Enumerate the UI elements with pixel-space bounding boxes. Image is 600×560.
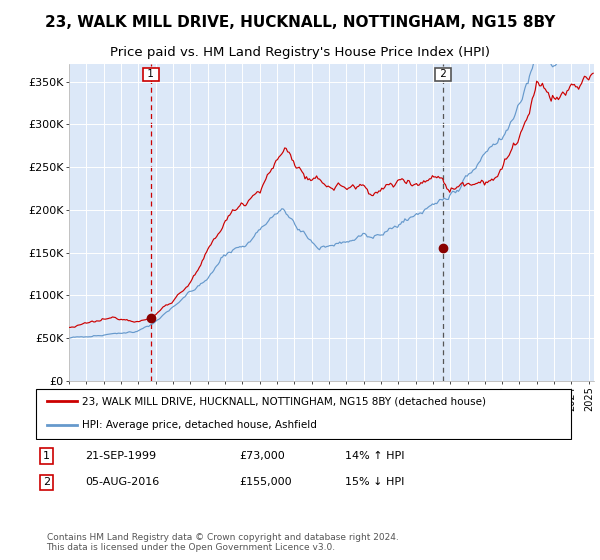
Text: 05-AUG-2016: 05-AUG-2016 xyxy=(85,478,160,487)
Text: Contains HM Land Registry data © Crown copyright and database right 2024.
This d: Contains HM Land Registry data © Crown c… xyxy=(47,533,398,552)
Text: 14% ↑ HPI: 14% ↑ HPI xyxy=(344,451,404,461)
Text: 2: 2 xyxy=(43,478,50,487)
Text: 2: 2 xyxy=(437,69,449,79)
Text: Price paid vs. HM Land Registry's House Price Index (HPI): Price paid vs. HM Land Registry's House … xyxy=(110,46,490,59)
Text: HPI: Average price, detached house, Ashfield: HPI: Average price, detached house, Ashf… xyxy=(82,419,317,430)
Text: 23, WALK MILL DRIVE, HUCKNALL, NOTTINGHAM, NG15 8BY (detached house): 23, WALK MILL DRIVE, HUCKNALL, NOTTINGHA… xyxy=(82,396,487,407)
Text: £73,000: £73,000 xyxy=(240,451,286,461)
Text: 21-SEP-1999: 21-SEP-1999 xyxy=(85,451,157,461)
Text: 23, WALK MILL DRIVE, HUCKNALL, NOTTINGHAM, NG15 8BY: 23, WALK MILL DRIVE, HUCKNALL, NOTTINGHA… xyxy=(45,15,555,30)
Text: 15% ↓ HPI: 15% ↓ HPI xyxy=(344,478,404,487)
Text: 1: 1 xyxy=(43,451,50,461)
Text: 1: 1 xyxy=(144,69,157,79)
FancyBboxPatch shape xyxy=(35,389,571,438)
Text: £155,000: £155,000 xyxy=(240,478,292,487)
